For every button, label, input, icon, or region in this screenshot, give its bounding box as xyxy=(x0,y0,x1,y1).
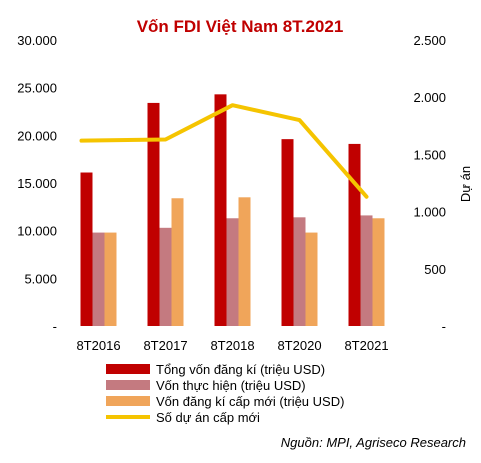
bar xyxy=(281,139,294,326)
y2-tick-label: 2.000 xyxy=(413,90,446,105)
bar xyxy=(226,218,239,326)
bar xyxy=(238,197,251,326)
bar xyxy=(360,215,373,326)
category-label: 8T2018 xyxy=(210,338,254,353)
legend-swatch xyxy=(106,364,150,374)
bar xyxy=(92,232,105,326)
y-tick-label: 30.000 xyxy=(17,33,57,48)
category-label: 8T2017 xyxy=(143,338,187,353)
chart-title: Vốn FDI Việt Nam 8T.2021 xyxy=(137,17,344,36)
bar xyxy=(147,102,160,326)
bar xyxy=(305,232,318,326)
y-tick-label: 25.000 xyxy=(17,81,57,96)
y2-tick-label: - xyxy=(442,319,446,334)
y2-axis-label: Dự án xyxy=(458,166,473,202)
y2-tick-label: 2.500 xyxy=(413,33,446,48)
y-tick-label: 20.000 xyxy=(17,128,57,143)
category-label: 8T2020 xyxy=(277,338,321,353)
y-tick-label: 5.000 xyxy=(24,271,57,286)
bar xyxy=(104,232,117,326)
category-label: 8T2021 xyxy=(344,338,388,353)
y2-tick-label: 1.500 xyxy=(413,147,446,162)
y2-tick-label: 500 xyxy=(424,262,446,277)
bar xyxy=(372,218,385,326)
legend-label: Vốn thực hiện (triệu USD) xyxy=(156,378,306,393)
legend-label: Tổng vốn đăng kí (triệu USD) xyxy=(156,362,325,377)
legend-label: Vốn đăng kí cấp mới (triệu USD) xyxy=(156,394,344,409)
bar xyxy=(80,172,93,326)
line-path xyxy=(79,103,369,199)
axes: - 5.000 10.000 15.000 20.000 25.000 30.000 - 500… xyxy=(17,33,446,334)
bar xyxy=(171,198,184,326)
category-labels: 8T2016 8T2017 8T2018 8T2020 8T2021 xyxy=(76,338,388,353)
legend-swatch xyxy=(106,396,150,406)
y-tick-label: 10.000 xyxy=(17,224,57,239)
y2-tick-label: 1.000 xyxy=(413,205,446,220)
legend: Tổng vốn đăng kí (triệu USD)Vốn thực hiệ… xyxy=(106,362,344,425)
y-tick-label: - xyxy=(53,319,57,334)
legend-swatch xyxy=(106,380,150,390)
bar xyxy=(293,217,306,326)
bar xyxy=(348,143,361,326)
source-note: Nguồn: MPI, Agriseco Research xyxy=(281,435,466,450)
y-tick-label: 15.000 xyxy=(17,176,57,191)
bar xyxy=(159,227,172,326)
legend-label: Số dự án cấp mới xyxy=(156,410,260,425)
bar xyxy=(214,94,227,326)
category-label: 8T2016 xyxy=(76,338,120,353)
line-series xyxy=(79,103,369,199)
bars xyxy=(80,94,385,326)
